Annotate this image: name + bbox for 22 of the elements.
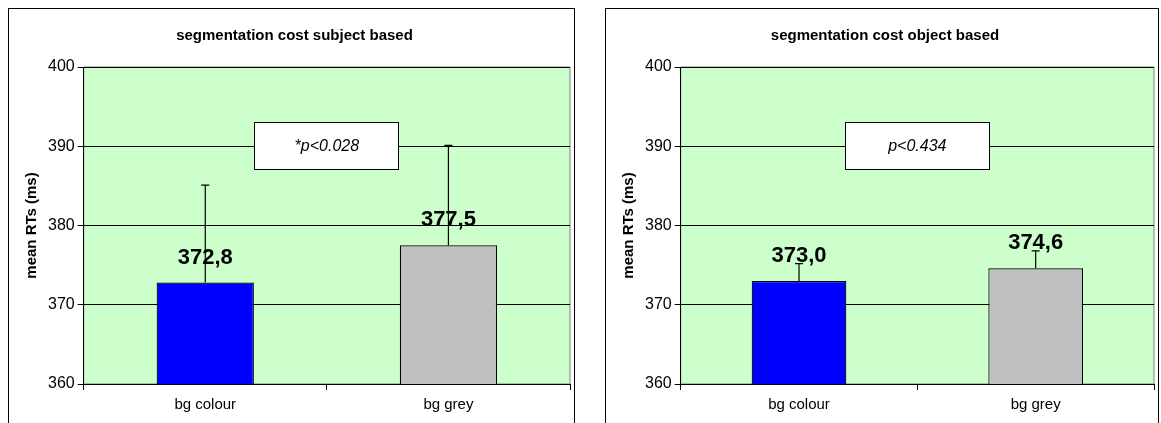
y-tick-label: 390 (644, 136, 672, 154)
y-tick-label: 380 (644, 215, 672, 233)
y-tick-label: 400 (47, 57, 75, 75)
x-tick-label: bg grey (423, 395, 474, 413)
data-label: 373,0 (771, 242, 827, 268)
y-tick-label: 370 (644, 295, 672, 313)
y-tick-label: 360 (644, 374, 672, 392)
y-axis-title: mean RTs (ms) (619, 172, 637, 279)
note-box: p<0.434 (844, 122, 990, 171)
y-tick-label: 370 (47, 295, 75, 313)
chart-title: segmentation cost subject based (176, 26, 413, 44)
note-box: *p<0.028 (254, 122, 400, 171)
y-tick-label: 380 (47, 215, 75, 233)
y-tick-label: 360 (47, 374, 75, 392)
y-tick-label: 400 (644, 57, 672, 75)
x-tick-label: bg colour (768, 395, 830, 413)
chart-title: segmentation cost object based (770, 26, 1000, 44)
data-label: 374,6 (1008, 229, 1064, 255)
x-tick-label: bg colour (174, 395, 237, 413)
x-tick-label: bg grey (1010, 395, 1062, 413)
y-axis-title: mean RTs (ms) (22, 172, 40, 279)
y-tick-label: 390 (47, 136, 75, 154)
